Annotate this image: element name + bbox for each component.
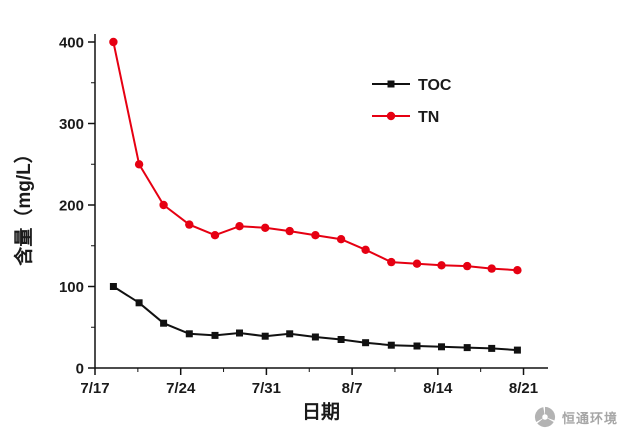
toc-data-point — [362, 339, 370, 347]
toc-data-point — [261, 332, 269, 340]
legend-marker-circle — [386, 111, 396, 121]
x-tick-label: 7/31 — [252, 380, 281, 397]
y-tick-label: 200 — [59, 198, 84, 215]
legend-label-tn: TN — [418, 109, 439, 126]
tn-data-point — [336, 235, 346, 244]
toc-data-point — [211, 331, 219, 339]
toc-data-point — [438, 343, 445, 351]
toc-data-point — [311, 333, 319, 341]
toc-data-point — [488, 344, 496, 352]
tn-data-point — [159, 200, 168, 210]
tn-data-point — [109, 37, 118, 47]
x-tick-label: 7/17 — [80, 380, 109, 397]
toc-data-point — [109, 283, 117, 290]
axes — [94, 34, 548, 369]
series-tn — [109, 37, 522, 275]
tn-data-point — [412, 259, 422, 268]
y-tick-label: 300 — [59, 116, 84, 133]
legend: TOC TN — [372, 77, 452, 126]
x-tick-label: 8/14 — [423, 380, 453, 397]
legend-marker-square — [387, 80, 395, 88]
tn-data-point — [185, 220, 194, 229]
y-axis-label: 含量（mg/L） — [12, 144, 35, 265]
x-tick-label: 8/7 — [342, 380, 363, 397]
watermark: 恒通环境 — [534, 406, 618, 428]
legend-label-toc: TOC — [418, 77, 452, 94]
tn-data-point — [361, 245, 370, 254]
tn-data-point — [311, 231, 320, 240]
tn-data-point — [134, 160, 144, 169]
toc-data-point — [286, 330, 294, 338]
tn-data-point — [235, 222, 244, 231]
toc-data-point — [337, 336, 345, 343]
toc-data-point — [513, 346, 521, 354]
tn-data-point — [210, 231, 220, 240]
ticks: 0 100 200 300 400 7/17 7/24 7/31 8/7 8/14 8/21 — [59, 35, 538, 398]
tn-data-point — [261, 223, 270, 232]
y-tick-label: 100 — [59, 279, 84, 296]
tn-data-point — [285, 226, 294, 236]
tn-data-point — [437, 261, 446, 270]
tn-data-point — [487, 264, 496, 273]
toc-data-point — [413, 342, 421, 350]
toc-data-point — [135, 299, 143, 307]
toc-data-point — [387, 341, 395, 349]
x-axis-label: 日期 — [302, 401, 340, 423]
hengtong-logo-icon — [534, 406, 556, 428]
watermark-text: 恒通环境 — [561, 410, 618, 426]
y-tick-label: 400 — [59, 35, 84, 52]
x-tick-label: 8/21 — [509, 380, 538, 397]
tn-data-point — [387, 257, 396, 267]
toc-data-point — [236, 329, 243, 337]
y-tick-label: 0 — [76, 361, 84, 378]
toc-data-point — [160, 319, 168, 327]
toc-data-point — [185, 330, 193, 338]
tn-data-point — [463, 261, 472, 271]
x-tick-label: 7/24 — [166, 380, 196, 397]
toc-data-point — [463, 344, 471, 352]
series-toc — [109, 283, 521, 354]
tn-data-point — [513, 266, 522, 275]
